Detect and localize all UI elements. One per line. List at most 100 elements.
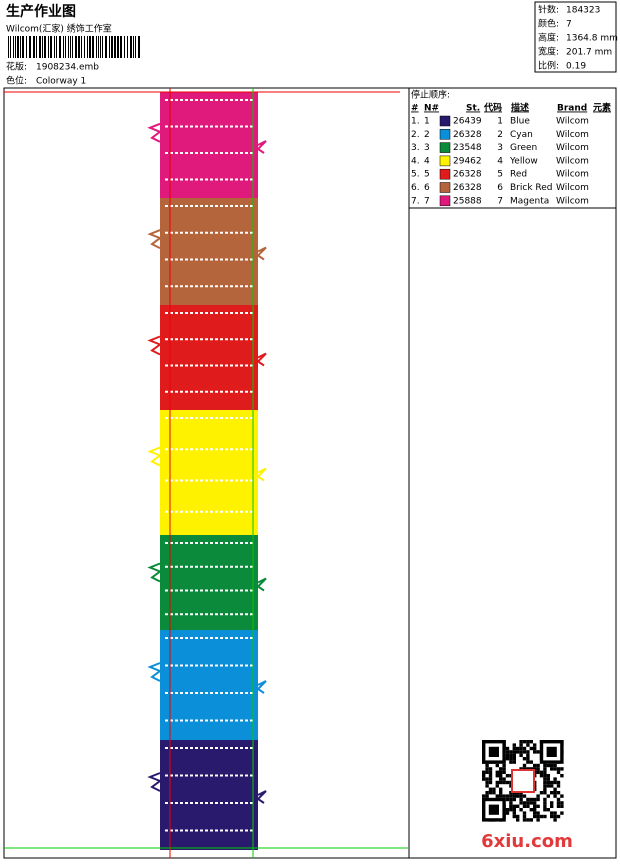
- qr-module: [546, 774, 550, 778]
- qr-module: [519, 767, 523, 771]
- qr-module: [505, 753, 510, 757]
- qr-module: [526, 804, 530, 808]
- qr-module: [529, 797, 533, 802]
- qr-module: [526, 753, 530, 757]
- qr-module: [539, 791, 544, 795]
- row-num: 6.: [411, 183, 420, 193]
- qr-module: [519, 801, 523, 805]
- bar: [138, 36, 140, 58]
- qr-module: [495, 763, 499, 768]
- qr-module: [560, 804, 564, 808]
- qr-module: [512, 757, 516, 761]
- qr-module: [553, 814, 557, 819]
- design-edge: [147, 229, 267, 261]
- qr-module: [550, 804, 554, 808]
- swatch: [439, 142, 451, 153]
- qr-module: [556, 770, 561, 774]
- bar: [39, 36, 41, 58]
- qr-module: [499, 777, 503, 781]
- qr-module: [560, 767, 564, 771]
- row-stitches: 23548: [453, 143, 482, 153]
- qr-module: [516, 750, 520, 754]
- qr-module: [505, 794, 510, 798]
- qr-module: [509, 750, 513, 754]
- row-brand: Wilcom: [556, 196, 589, 206]
- row-n: 1: [424, 117, 430, 127]
- info-value: 184323: [566, 6, 600, 16]
- qr-module: [560, 794, 564, 798]
- design-block: [160, 630, 258, 740]
- qr-module: [522, 767, 527, 771]
- qr-module: [485, 770, 489, 774]
- qr-module: [502, 777, 506, 781]
- main-frame: [3, 87, 617, 859]
- qr-logo: [511, 769, 535, 793]
- row-brand: Wilcom: [556, 170, 589, 180]
- qr-module: [519, 794, 523, 798]
- row-n: 7: [424, 196, 430, 206]
- row-desc: Brick Red: [510, 183, 553, 193]
- row-brand: Wilcom: [556, 183, 589, 193]
- qr-module: [543, 777, 547, 781]
- row-code: 5: [497, 170, 503, 180]
- qr-module: [488, 774, 493, 778]
- info-label: 宽度:: [538, 46, 559, 58]
- qr-module: [543, 780, 547, 785]
- design-edge: [147, 122, 267, 154]
- qr-module: [553, 777, 557, 781]
- row-num: 7.: [411, 196, 420, 206]
- row-brand: Wilcom: [556, 130, 589, 140]
- qr-module: [553, 794, 557, 798]
- swatch: [439, 129, 451, 140]
- qr-module: [553, 818, 557, 822]
- qr-module: [485, 767, 489, 771]
- table-header: N#: [424, 104, 439, 114]
- qr-module: [485, 794, 489, 798]
- design-block: [160, 410, 258, 535]
- row-stitches: 25888: [453, 196, 482, 206]
- qr-module: [499, 767, 503, 771]
- qr-module: [529, 740, 533, 744]
- qr-module: [509, 797, 513, 802]
- qr-module: [495, 784, 499, 788]
- qr-module: [526, 757, 530, 761]
- bar: [81, 36, 82, 58]
- qr-module: [505, 774, 510, 778]
- bar: [127, 36, 128, 58]
- bar: [50, 36, 52, 58]
- qr-module: [519, 753, 523, 757]
- bar: [26, 36, 27, 58]
- qr-module: [492, 791, 496, 795]
- qr-module: [512, 814, 516, 819]
- qr-module: [499, 780, 503, 785]
- colorway: Colorway 1: [36, 77, 86, 87]
- swatch: [439, 168, 451, 180]
- bar: [105, 36, 107, 58]
- qr-module: [516, 804, 520, 808]
- bar: [56, 36, 57, 58]
- qr-module: [522, 746, 527, 751]
- row-brand: Wilcom: [556, 117, 589, 127]
- qr-module: [556, 780, 561, 785]
- qr-module: [560, 774, 564, 778]
- qr-module: [512, 811, 516, 815]
- qr-module: [533, 801, 537, 805]
- qr-module: [539, 770, 544, 774]
- bar: [114, 36, 116, 58]
- design-block: [160, 92, 258, 198]
- qr-module: [543, 763, 547, 768]
- qr-module: [553, 811, 557, 815]
- qr-module: [519, 797, 523, 802]
- qr-module: [536, 750, 540, 754]
- design-block: [160, 305, 258, 410]
- qr-module: [556, 767, 561, 771]
- qr-module: [509, 804, 513, 808]
- qr-module: [509, 753, 513, 757]
- qr-module: [550, 780, 554, 785]
- qr-module: [536, 770, 540, 774]
- qr-module: [512, 746, 516, 751]
- qr-module: [553, 787, 557, 791]
- qr-module: [488, 770, 493, 774]
- qr-module: [526, 743, 530, 747]
- design: [147, 92, 267, 850]
